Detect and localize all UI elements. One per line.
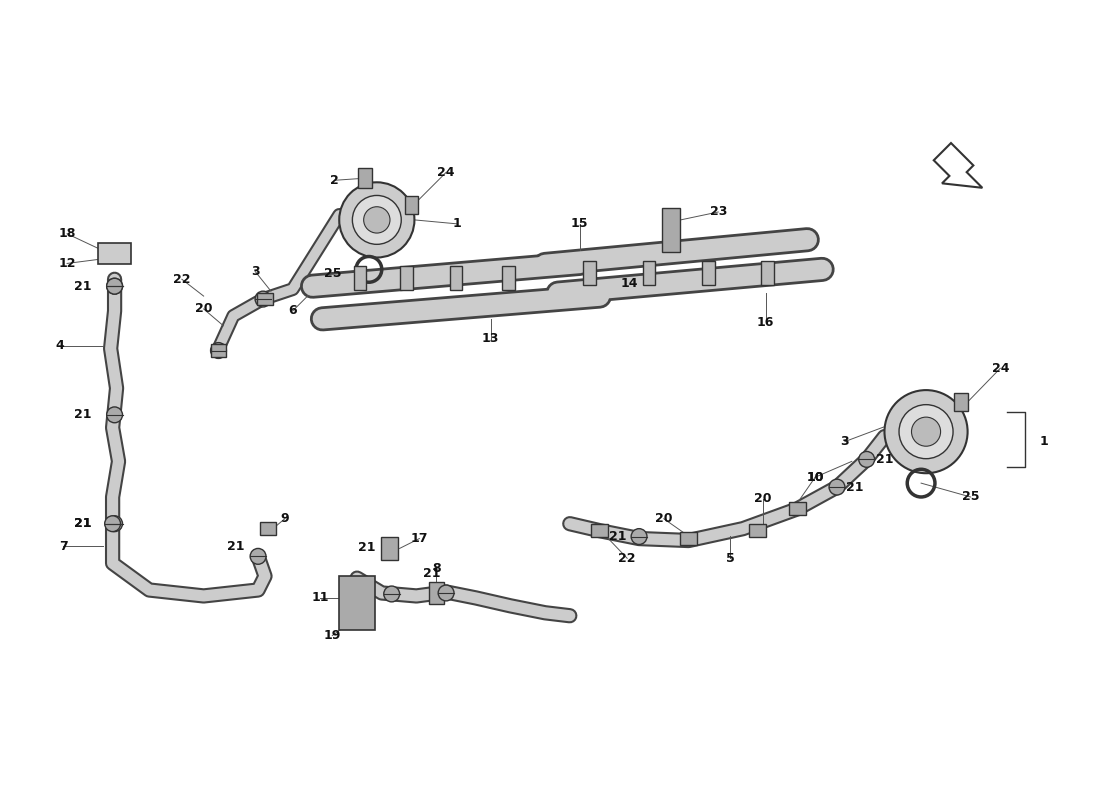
Circle shape — [339, 182, 415, 258]
Text: 15: 15 — [571, 218, 588, 230]
Circle shape — [884, 390, 968, 474]
Text: 23: 23 — [710, 206, 727, 218]
Bar — [789, 502, 806, 515]
Bar — [210, 344, 227, 357]
Bar — [642, 262, 656, 286]
Text: 10: 10 — [806, 470, 824, 484]
Bar — [583, 262, 596, 286]
Circle shape — [829, 479, 845, 495]
Text: 16: 16 — [757, 316, 774, 330]
Circle shape — [352, 195, 402, 244]
Text: 21: 21 — [608, 530, 626, 543]
Text: 21: 21 — [422, 566, 440, 580]
Bar — [761, 262, 774, 286]
Text: 20: 20 — [656, 512, 672, 526]
Circle shape — [107, 278, 122, 294]
Bar — [353, 266, 366, 290]
Text: 1: 1 — [452, 218, 461, 230]
Bar — [358, 169, 372, 188]
Bar — [260, 522, 276, 535]
Text: 2: 2 — [330, 174, 339, 187]
Text: 21: 21 — [876, 453, 893, 466]
Circle shape — [210, 342, 227, 358]
Bar — [450, 266, 462, 290]
Text: 19: 19 — [323, 629, 341, 642]
Circle shape — [255, 291, 271, 307]
Circle shape — [107, 516, 122, 532]
Text: 21: 21 — [74, 517, 91, 530]
Bar — [382, 537, 398, 560]
Text: 20: 20 — [195, 302, 212, 315]
Circle shape — [631, 529, 647, 545]
Circle shape — [364, 206, 390, 233]
Text: 25: 25 — [323, 267, 341, 280]
Text: 20: 20 — [754, 493, 771, 506]
Text: 25: 25 — [961, 490, 979, 503]
Text: 5: 5 — [726, 552, 735, 565]
Polygon shape — [934, 143, 982, 188]
Bar — [405, 196, 418, 214]
Bar — [98, 242, 131, 265]
Text: 4: 4 — [56, 339, 65, 352]
Text: 8: 8 — [432, 562, 440, 574]
Text: 21: 21 — [74, 517, 91, 530]
Text: 21: 21 — [846, 481, 864, 494]
Text: 9: 9 — [280, 512, 289, 526]
Text: 12: 12 — [58, 257, 76, 270]
Text: 21: 21 — [359, 541, 376, 554]
Bar — [954, 393, 968, 411]
Bar — [680, 532, 697, 545]
Text: 22: 22 — [173, 273, 190, 286]
Text: 24: 24 — [991, 362, 1009, 375]
Bar — [257, 293, 273, 306]
Circle shape — [104, 516, 121, 532]
Bar — [662, 207, 680, 252]
Bar — [591, 524, 608, 537]
Text: 14: 14 — [620, 277, 638, 290]
Circle shape — [107, 407, 122, 422]
Text: 10: 10 — [806, 470, 824, 484]
Text: 21: 21 — [227, 540, 244, 553]
Circle shape — [899, 405, 953, 458]
Circle shape — [384, 586, 399, 602]
Text: 11: 11 — [311, 591, 329, 605]
Bar — [400, 266, 412, 290]
Bar — [502, 266, 515, 290]
Text: 7: 7 — [58, 540, 67, 553]
Text: 22: 22 — [618, 552, 636, 565]
Circle shape — [912, 417, 940, 446]
Text: 3: 3 — [251, 265, 260, 278]
Text: 17: 17 — [410, 532, 428, 545]
Text: 24: 24 — [438, 166, 454, 179]
Text: 13: 13 — [482, 332, 499, 345]
Text: 6: 6 — [288, 305, 297, 318]
Text: 21: 21 — [74, 408, 91, 422]
Text: 21: 21 — [74, 280, 91, 293]
Circle shape — [250, 549, 266, 564]
Bar — [339, 576, 375, 630]
Bar — [429, 582, 443, 604]
Bar — [749, 524, 767, 537]
Bar — [702, 262, 715, 286]
Circle shape — [438, 585, 454, 601]
Text: 1: 1 — [1040, 434, 1048, 447]
Text: 18: 18 — [58, 227, 76, 240]
Text: 3: 3 — [840, 435, 849, 448]
Circle shape — [107, 278, 122, 294]
Circle shape — [859, 451, 874, 467]
